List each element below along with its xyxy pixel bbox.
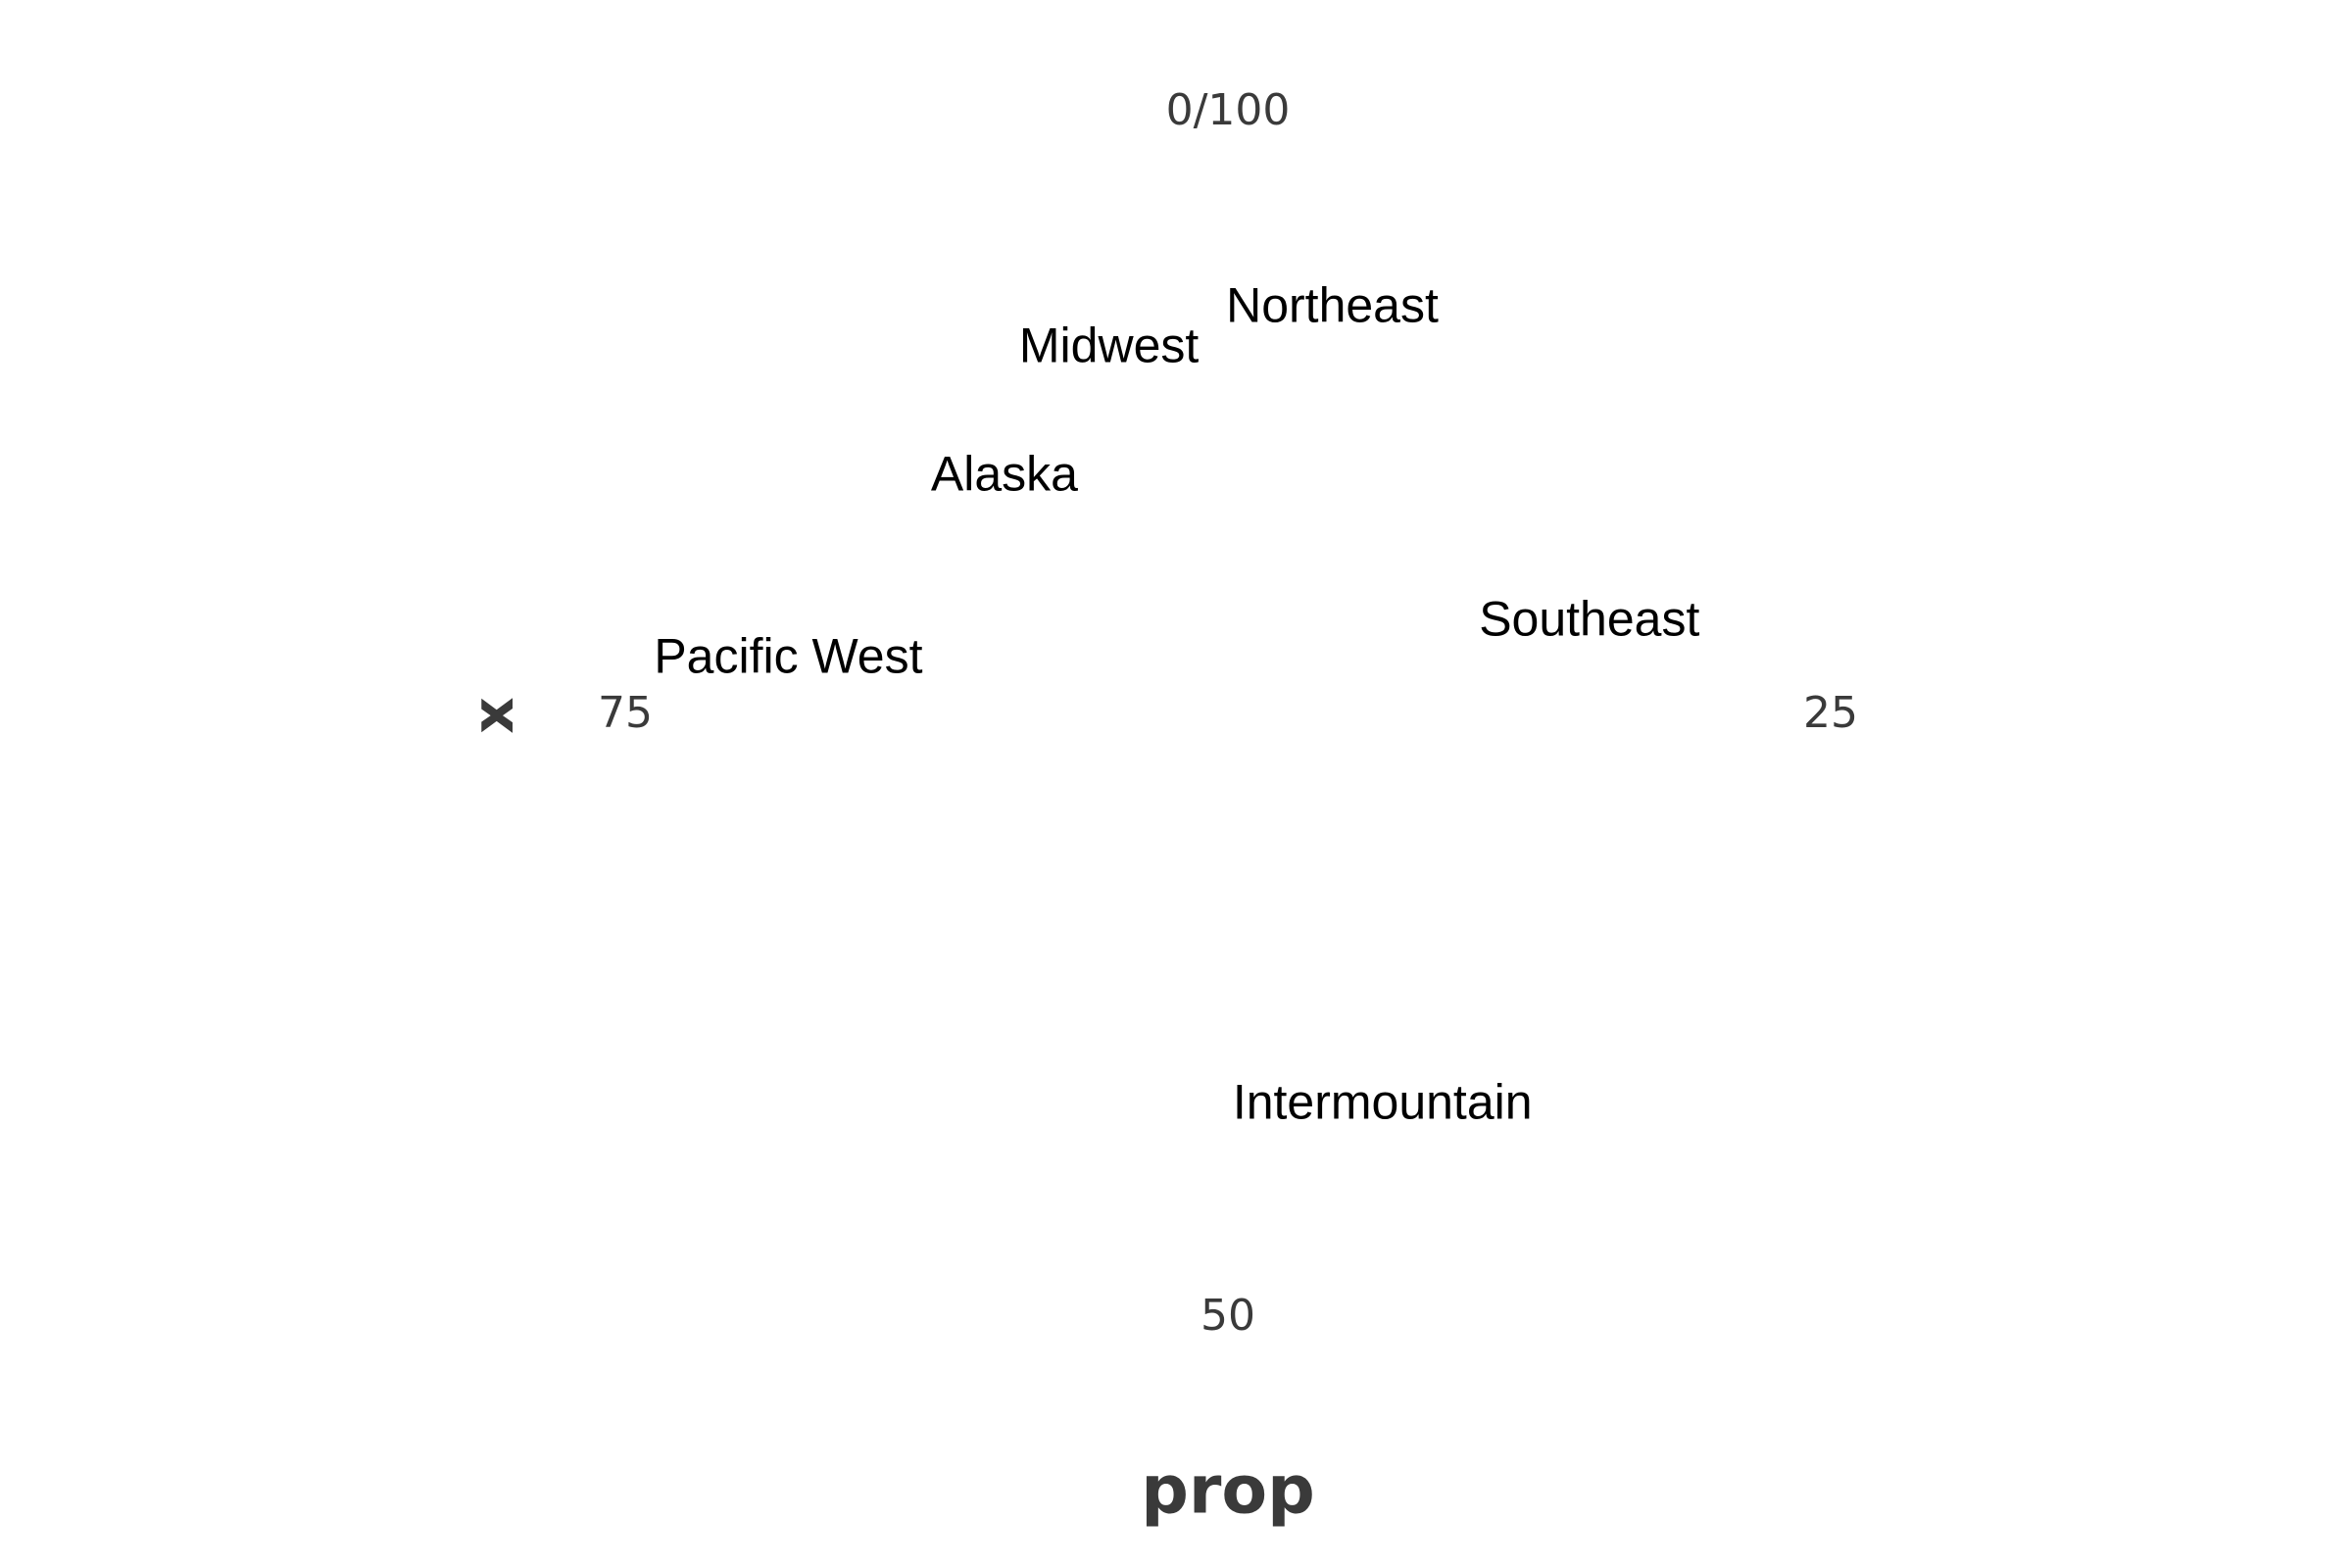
theta-tick-label: 25 [1803,688,1858,738]
region-label-point: Pacific West [654,629,922,684]
region-labels: Northeast Midwest Alaska Southeast Pacific W… [654,277,1699,1129]
theta-tick-label: 0/100 [1166,85,1291,135]
region-label-point: Midwest [1019,318,1199,373]
region-label-point: Intermountain [1233,1075,1533,1130]
theta-axis-title: prop [1141,1452,1315,1530]
theta-tick-label: 75 [598,688,653,738]
region-label-point: Alaska [931,446,1078,501]
radial-axis-title: x [460,697,526,733]
region-label-point: Northeast [1226,277,1439,332]
theta-tick-label: 50 [1200,1291,1255,1341]
region-label-point: Southeast [1479,592,1699,647]
theta-tick-labels: 0/100 25 50 75 [598,85,1858,1341]
